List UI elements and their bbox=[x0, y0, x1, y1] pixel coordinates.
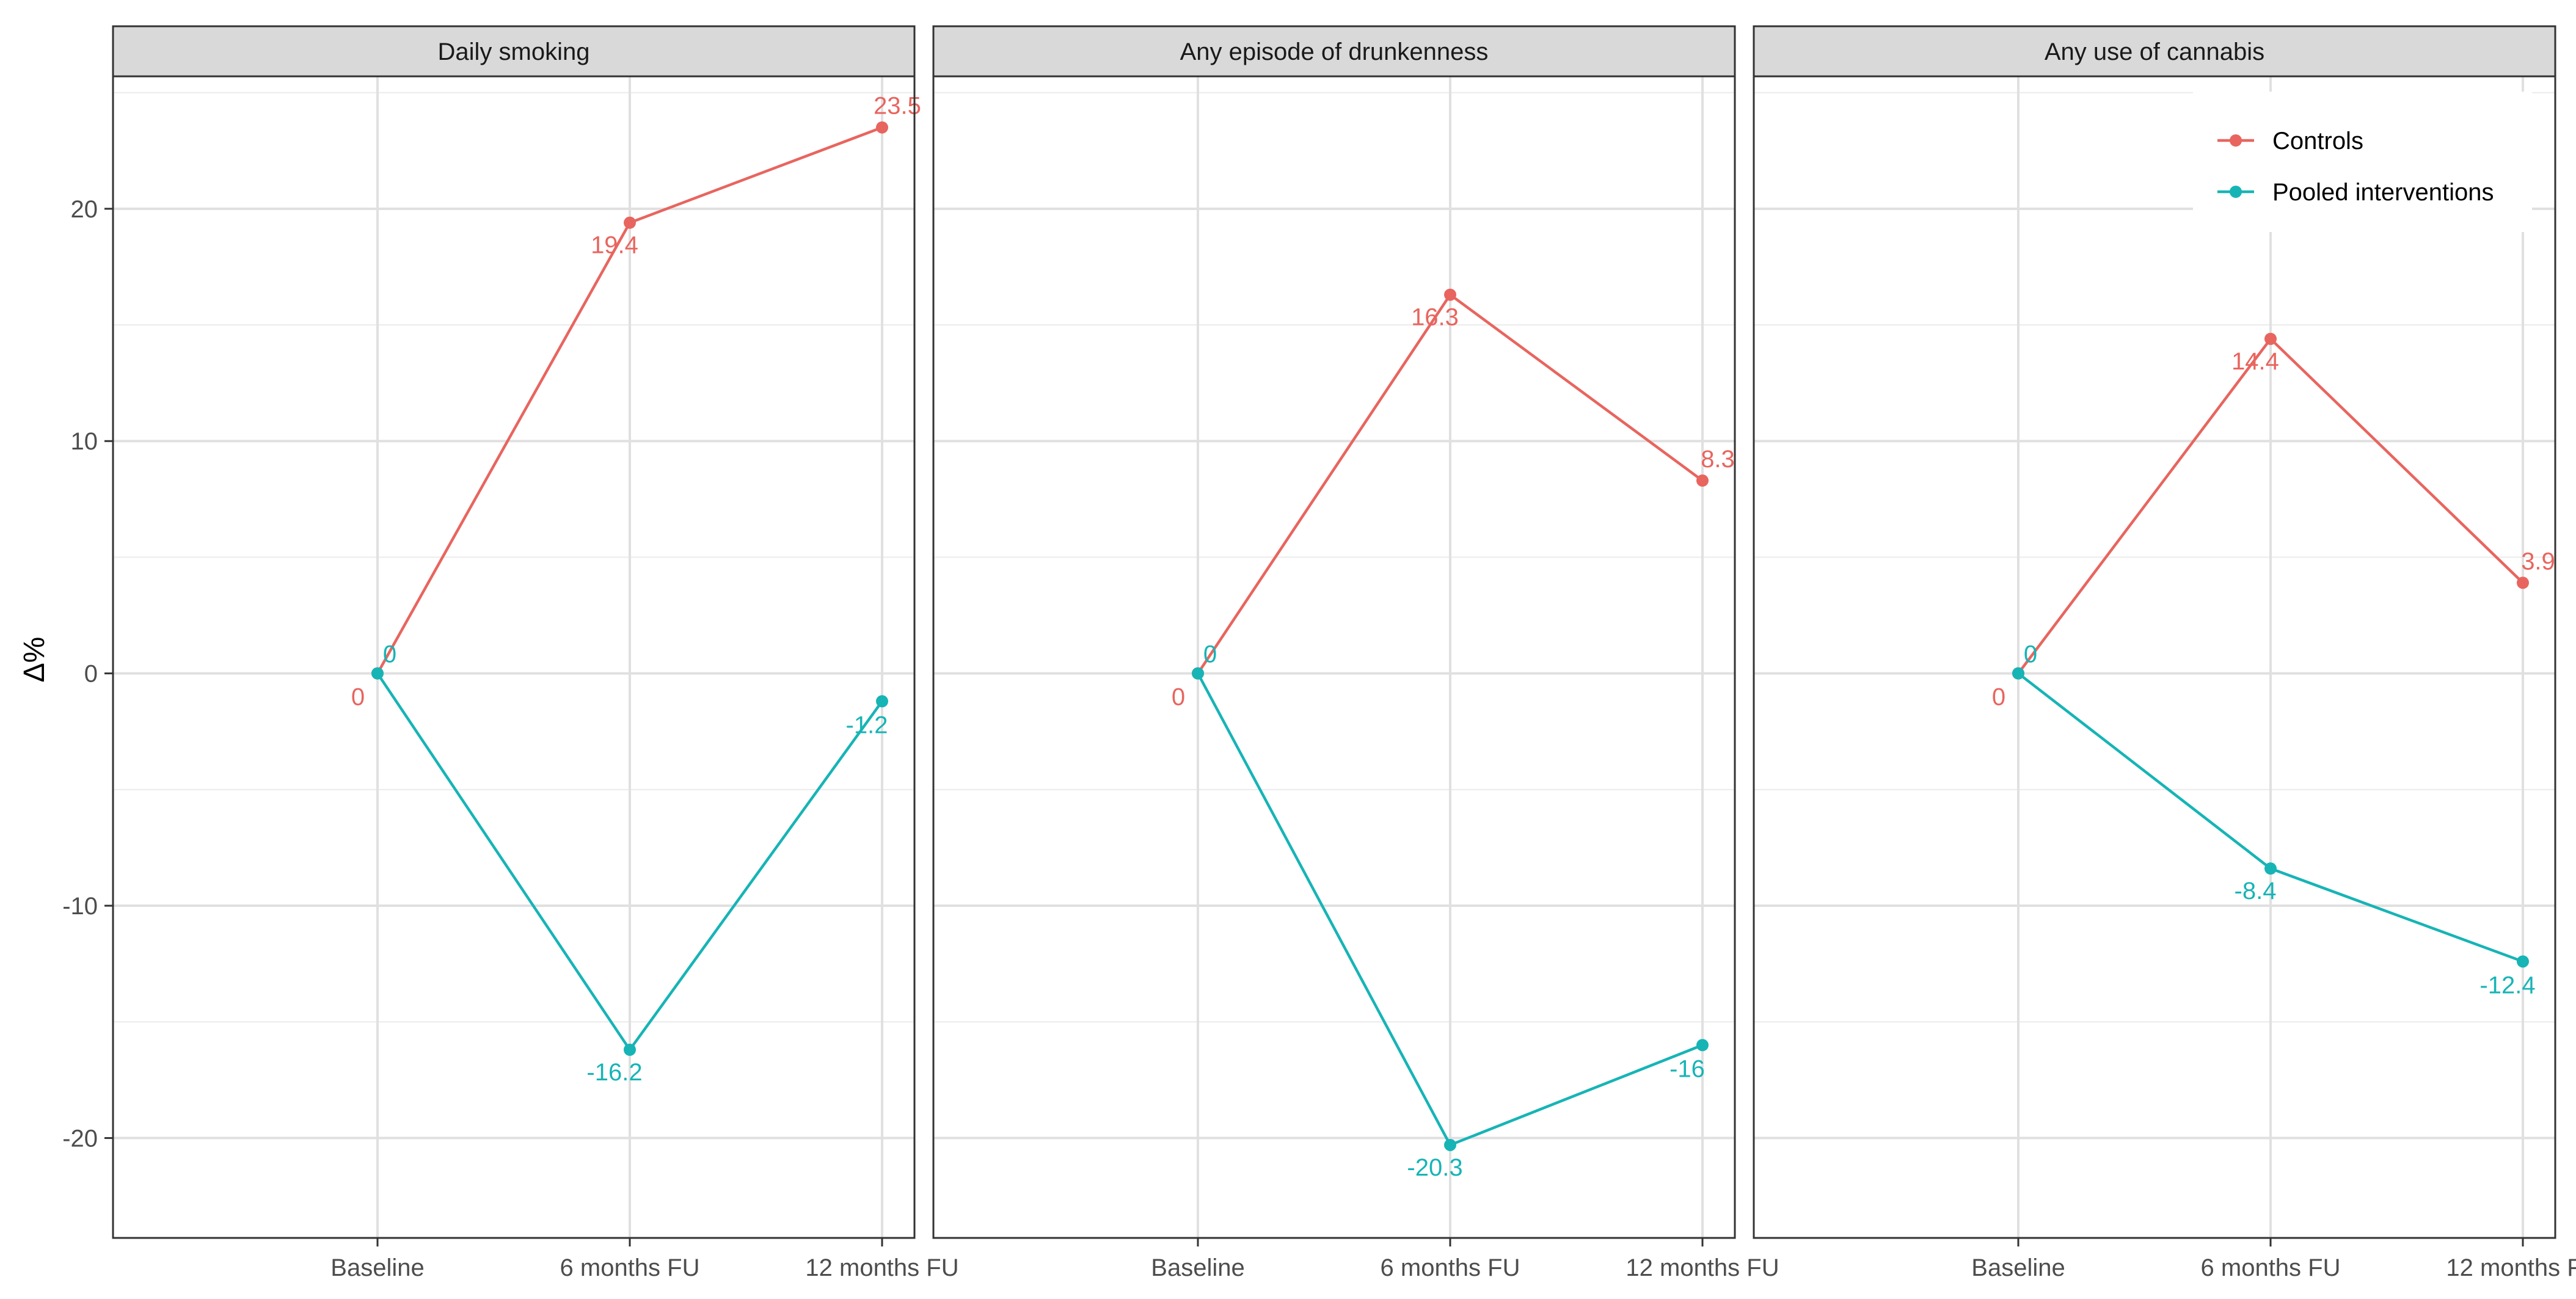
panel-title: Any use of cannabis bbox=[2045, 38, 2264, 65]
x-tick-label: Baseline bbox=[1151, 1254, 1244, 1281]
data-label: -20.3 bbox=[1407, 1154, 1462, 1181]
data-point bbox=[2517, 955, 2529, 968]
data-point bbox=[1192, 667, 1204, 680]
data-point bbox=[876, 121, 888, 134]
panel-background bbox=[1754, 76, 2555, 1238]
x-tick-label: 6 months FU bbox=[2201, 1254, 2341, 1281]
strip-header bbox=[1753, 25, 2556, 78]
y-axis-title: Δ% bbox=[18, 637, 51, 683]
x-tick-label: 6 months FU bbox=[560, 1254, 700, 1281]
x-tick-label: 12 months FU bbox=[805, 1254, 958, 1281]
y-tick-label: -10 bbox=[62, 893, 98, 920]
data-point bbox=[624, 1043, 636, 1056]
legend-background bbox=[2193, 92, 2532, 232]
data-label: 0 bbox=[351, 684, 365, 711]
data-point bbox=[371, 667, 384, 680]
data-label: 3.9 bbox=[2521, 548, 2555, 575]
y-tick-label: -20 bbox=[62, 1125, 98, 1152]
panel-2: 0 16.3 8.3 0 -20.3 -16 Any episode of drunkenn… bbox=[932, 25, 1779, 1281]
panel-title: Daily smoking bbox=[438, 38, 590, 65]
panel-1: 0 19.4 23.5 0 -16.2 -1.2 Daily smoking Baseline… bbox=[112, 25, 959, 1281]
legend-key-point bbox=[2230, 186, 2242, 198]
legend: Controls Pooled interventions bbox=[2193, 92, 2532, 232]
data-point bbox=[1444, 288, 1456, 301]
data-label: -16 bbox=[1669, 1055, 1705, 1082]
data-point bbox=[876, 695, 888, 708]
data-label: 0 bbox=[1172, 684, 1185, 711]
y-tick-label: 10 bbox=[71, 428, 98, 455]
y-tick-label: 0 bbox=[84, 661, 98, 688]
data-point bbox=[624, 216, 636, 229]
data-label: 16.3 bbox=[1411, 304, 1459, 331]
data-point bbox=[1444, 1138, 1456, 1151]
y-tick-label: 20 bbox=[71, 196, 98, 223]
data-point bbox=[2264, 862, 2277, 875]
panel-3: 0 14.4 3.9 0 -8.4 -12.4 Any use of cannabis Bas… bbox=[1753, 25, 2576, 1281]
legend-label: Pooled interventions bbox=[2272, 179, 2494, 206]
x-tick-label: 12 months FU bbox=[2446, 1254, 2576, 1281]
panel-background bbox=[933, 76, 1735, 1238]
x-tick-label: Baseline bbox=[1971, 1254, 2065, 1281]
strip-header bbox=[112, 25, 916, 78]
strip-header bbox=[932, 25, 1736, 78]
data-label: 19.4 bbox=[591, 232, 638, 259]
data-label: 0 bbox=[1203, 641, 1217, 668]
data-label: -12.4 bbox=[2479, 972, 2535, 999]
data-label: 0 bbox=[383, 641, 396, 668]
data-point bbox=[1696, 1039, 1709, 1052]
x-tick-label: 12 months FU bbox=[1626, 1254, 1779, 1281]
panel-background bbox=[113, 76, 914, 1238]
data-label: -16.2 bbox=[586, 1059, 642, 1086]
data-label: 0 bbox=[1992, 684, 2005, 711]
data-label: 23.5 bbox=[874, 93, 921, 120]
x-tick-label: 6 months FU bbox=[1381, 1254, 1520, 1281]
data-label: 0 bbox=[2024, 641, 2037, 668]
x-tick-label: Baseline bbox=[330, 1254, 424, 1281]
data-point bbox=[2012, 667, 2024, 680]
panel-title: Any episode of drunkenness bbox=[1180, 38, 1489, 65]
data-label: 14.4 bbox=[2231, 348, 2279, 375]
data-point bbox=[2517, 577, 2529, 589]
data-label: -8.4 bbox=[2235, 878, 2277, 904]
data-point bbox=[1696, 474, 1709, 487]
legend-label: Controls bbox=[2272, 128, 2363, 155]
panels-group: -20 -10 0 10 20 0 19.4 23.5 0 -16.2 -1.2 Daily smok… bbox=[62, 25, 2576, 1281]
legend-key-point bbox=[2230, 134, 2242, 147]
data-label: -1.2 bbox=[846, 711, 888, 738]
data-point bbox=[2264, 332, 2277, 345]
data-label: 8.3 bbox=[1701, 446, 1735, 473]
